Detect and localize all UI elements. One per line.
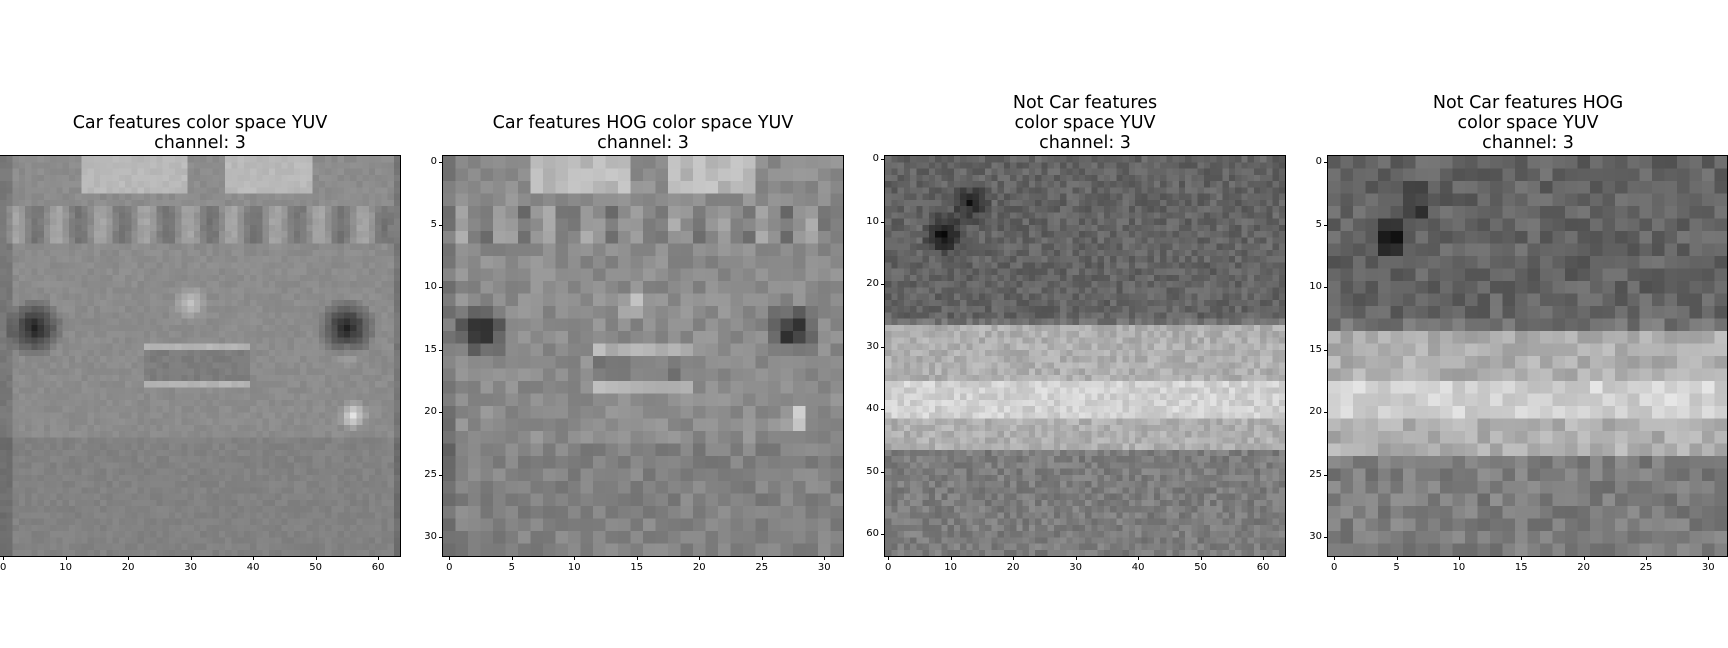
panel-4-x-tick-label: 20	[1577, 562, 1590, 573]
panel-2-x-tick	[449, 556, 451, 560]
panel-2-y-tick-label: 30	[424, 531, 437, 543]
panel-2-y-tick-label: 5	[430, 218, 437, 230]
panel-2-x-tick	[574, 556, 576, 560]
panel-1-x-tick	[190, 556, 192, 560]
panel-4-y-tick-label: 15	[1309, 343, 1322, 355]
panel-4-x-tick-label: 25	[1639, 562, 1653, 573]
panel-3-x-tick	[888, 556, 890, 560]
panel-4-y-tick-label: 30	[1309, 531, 1322, 543]
panel-3-x-tick-label: 50	[1194, 562, 1207, 573]
panel-3-x-tick-label: 0	[884, 562, 892, 573]
panel-3-y-tick-label: 30	[866, 340, 879, 352]
panel-3-pixels	[885, 156, 1285, 556]
panel-1-x-tick	[315, 556, 317, 560]
panel-1-title: Car features color space YUV channel: 3	[72, 113, 328, 153]
panel-3-x-tick-label: 60	[1256, 562, 1270, 573]
panel-2-x-tick	[699, 556, 701, 560]
panel-3-y-tick-label: 0	[872, 153, 879, 165]
panel-2-image	[442, 155, 844, 557]
panel-4-image	[1327, 155, 1728, 557]
panel-1-x-tick	[3, 556, 5, 560]
panel-2-x-tick-label: 30	[817, 562, 831, 573]
panel-4-x-tick	[1583, 556, 1585, 560]
panel-1-x-tick	[253, 556, 255, 560]
panel-2-x-tick	[511, 556, 513, 560]
panel-3-x-tick	[950, 556, 952, 560]
panel-4-pixels	[1328, 156, 1727, 556]
panel-2-x-tick-label: 0	[446, 562, 453, 573]
panel-4-title: Not Car features HOG color space YUV cha…	[1432, 93, 1624, 153]
panel-2-y-tick-label: 20	[424, 406, 437, 418]
panel-1-x-tick	[128, 556, 130, 560]
panel-3-x-tick	[1013, 556, 1015, 560]
panel-3-x-tick-label: 20	[1006, 562, 1020, 573]
panel-3-image	[884, 155, 1286, 557]
panel-4-x-tick-label: 5	[1393, 562, 1400, 573]
panel-4-x-tick	[1396, 556, 1398, 560]
panel-2-x-tick-label: 10	[567, 562, 581, 573]
panel-2-x-tick	[761, 556, 763, 560]
panel-1-x-tick-label: 40	[246, 562, 260, 573]
panel-2-x-tick-label: 25	[755, 562, 769, 573]
panel-3-y-tick-label: 50	[866, 465, 879, 477]
panel-4-x-tick	[1708, 556, 1710, 560]
panel-3-y-tick-label: 20	[866, 278, 879, 290]
panel-2-y-tick-label: 0	[430, 156, 437, 168]
panel-3-x-tick-label: 30	[1069, 562, 1082, 573]
panel-2-x-tick	[824, 556, 826, 560]
panel-4-x-tick-label: 15	[1514, 562, 1528, 573]
panel-4-y-tick-label: 5	[1315, 218, 1322, 230]
panel-2-x-tick	[636, 556, 638, 560]
panel-2-y-tick-label: 10	[424, 281, 437, 293]
panel-4-x-tick-label: 10	[1452, 562, 1466, 573]
panel-1-x-tick-label: 50	[309, 562, 322, 573]
panel-4-x-tick	[1458, 556, 1460, 560]
panel-3-x-tick-label: 10	[944, 562, 957, 573]
panel-1-pixels	[0, 156, 400, 556]
panel-3-y-tick-label: 60	[866, 528, 879, 540]
panel-1-x-tick-label: 30	[184, 562, 197, 573]
panel-1-x-tick-label: 0	[0, 562, 7, 573]
panel-3-x-tick	[1138, 556, 1140, 560]
panel-3-y-tick-label: 10	[866, 215, 879, 227]
panel-2-pixels	[443, 156, 843, 556]
panel-3-title: Not Car features color space YUV channel…	[1012, 93, 1158, 153]
panel-3-x-tick-label: 40	[1131, 562, 1145, 573]
panel-4-x-tick	[1521, 556, 1523, 560]
panel-1-x-tick	[65, 556, 67, 560]
panel-2-y-tick-label: 25	[424, 468, 437, 480]
panel-4-y-tick-label: 20	[1309, 406, 1322, 418]
panel-4-y-tick-label: 10	[1309, 281, 1322, 293]
panel-1-image	[0, 155, 401, 557]
panel-1-x-tick	[378, 556, 380, 560]
panel-3-x-tick	[1263, 556, 1265, 560]
panel-4-y-tick-label: 0	[1315, 156, 1322, 168]
panel-1-x-tick-label: 60	[371, 562, 385, 573]
panel-1-x-tick-label: 10	[59, 562, 72, 573]
panel-2-title: Car features HOG color space YUV channel…	[492, 113, 794, 153]
panel-2-x-tick-label: 15	[630, 562, 644, 573]
panel-4-x-tick-label: 0	[1331, 562, 1338, 573]
panel-2-x-tick-label: 5	[508, 562, 515, 573]
panel-3-x-tick	[1200, 556, 1202, 560]
panel-3-y-tick-label: 40	[866, 403, 879, 415]
panel-1-x-tick-label: 20	[121, 562, 135, 573]
panel-4-x-tick	[1334, 556, 1336, 560]
panel-4-x-tick-label: 30	[1701, 562, 1715, 573]
panel-3-x-tick	[1075, 556, 1077, 560]
panel-4-x-tick	[1645, 556, 1647, 560]
panel-4-y-tick-label: 25	[1309, 468, 1322, 480]
panel-2-x-tick-label: 20	[692, 562, 706, 573]
panel-2-y-tick-label: 15	[424, 343, 437, 355]
